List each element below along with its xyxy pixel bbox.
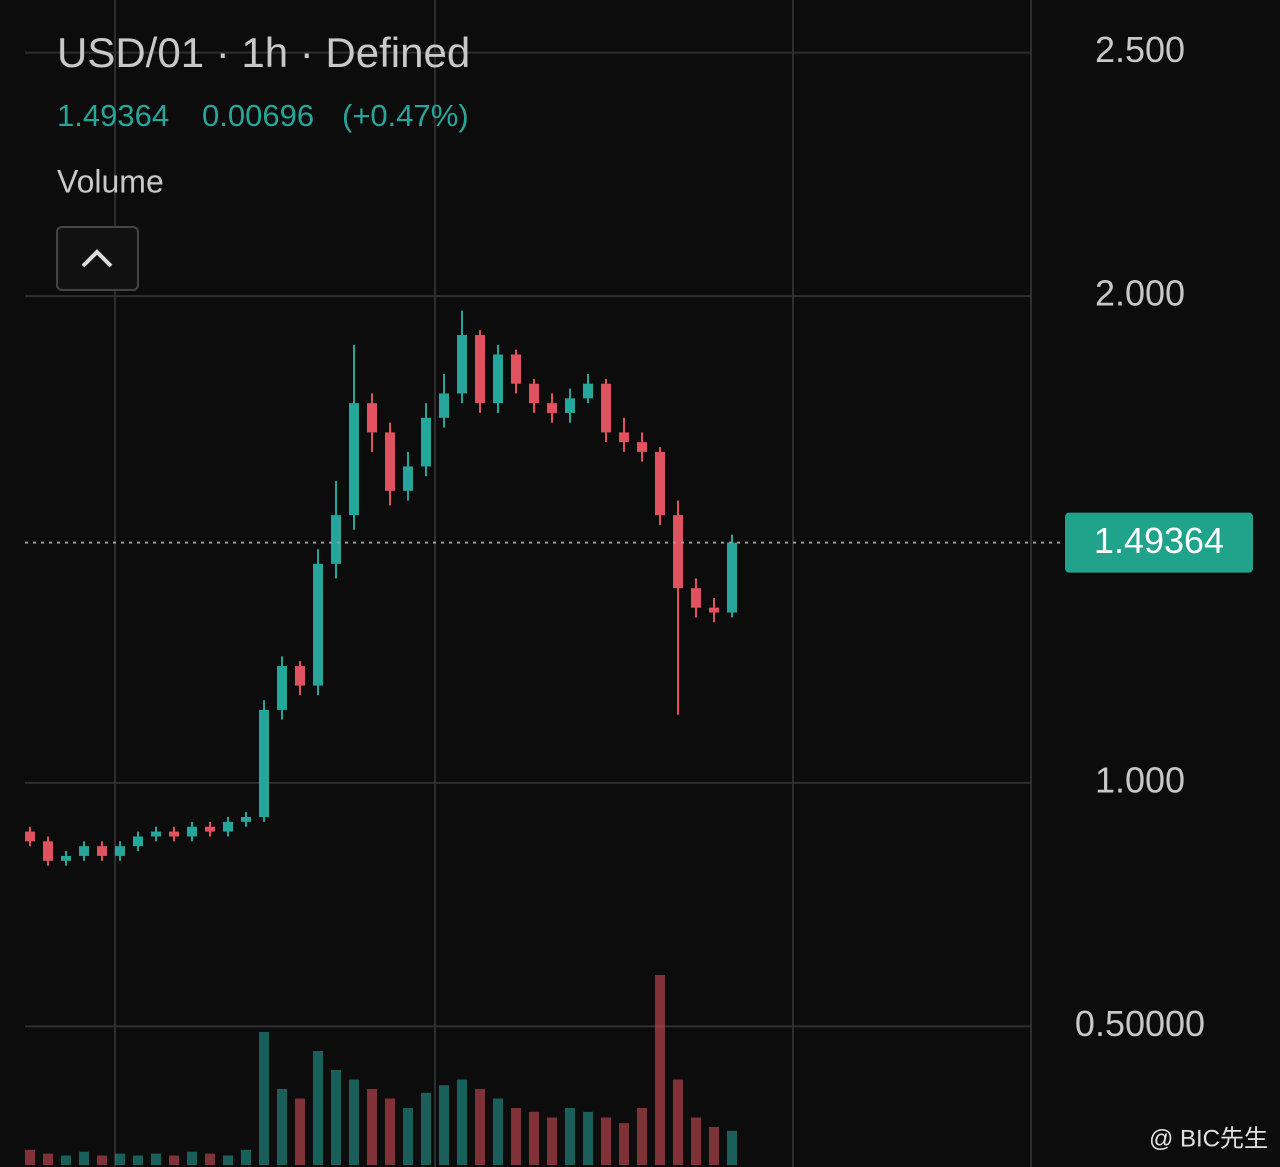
volume-bar bbox=[403, 1108, 413, 1165]
volume-bar bbox=[259, 1032, 269, 1165]
candle-body bbox=[313, 563, 323, 686]
volume-bar bbox=[673, 1079, 683, 1165]
candle-body bbox=[511, 354, 521, 384]
volume-bar bbox=[637, 1108, 647, 1165]
candle-body bbox=[619, 432, 629, 443]
volume-bar bbox=[457, 1079, 467, 1165]
candle-body bbox=[385, 432, 395, 491]
volume-bar bbox=[727, 1130, 737, 1165]
candle-body bbox=[331, 515, 341, 564]
candle-body bbox=[601, 383, 611, 433]
volume-bar bbox=[691, 1117, 701, 1165]
volume-bar bbox=[529, 1111, 539, 1165]
candle-body bbox=[241, 816, 251, 822]
candle-body bbox=[205, 826, 215, 832]
candle-body bbox=[655, 451, 665, 516]
candle-body bbox=[79, 846, 89, 856]
volume-bar bbox=[43, 1153, 53, 1165]
volume-bar bbox=[151, 1153, 161, 1165]
candle-body bbox=[133, 836, 143, 847]
volume-bar bbox=[583, 1111, 593, 1165]
candle-body bbox=[565, 398, 575, 413]
y-tick-label: 1.000 bbox=[1095, 759, 1185, 800]
chevron-up-icon[interactable] bbox=[81, 249, 113, 268]
candle-body bbox=[493, 354, 503, 404]
candle-body bbox=[277, 666, 287, 710]
volume-bar bbox=[133, 1155, 143, 1165]
candle-body bbox=[25, 831, 35, 842]
price-change-percent: (+0.47%) bbox=[342, 98, 469, 133]
volume-bar bbox=[565, 1108, 575, 1165]
candle-body bbox=[727, 542, 737, 613]
watermark: @ BIC先生 bbox=[1149, 1125, 1268, 1152]
volume-bar bbox=[547, 1117, 557, 1165]
last-price: 1.49364 bbox=[57, 98, 169, 133]
y-tick-label: 0.50000 bbox=[1075, 1003, 1205, 1044]
candle-body bbox=[403, 466, 413, 491]
candle-body bbox=[529, 383, 539, 404]
y-tick-label: 2.000 bbox=[1095, 273, 1185, 314]
volume-bar bbox=[79, 1151, 89, 1165]
volume-bar bbox=[115, 1153, 125, 1165]
chart-title: USD/01 · 1h · Defined bbox=[57, 29, 470, 76]
volume-bar bbox=[277, 1089, 287, 1165]
volume-bar bbox=[205, 1153, 215, 1165]
volume-bar bbox=[241, 1149, 251, 1165]
volume-bar bbox=[295, 1098, 305, 1165]
candle-body bbox=[583, 383, 593, 399]
candle-body bbox=[475, 335, 485, 404]
volume-bar bbox=[169, 1155, 179, 1165]
volume-bar bbox=[493, 1098, 503, 1165]
price-change: 0.00696 bbox=[202, 98, 314, 133]
candle-body bbox=[43, 841, 53, 861]
candle-body bbox=[187, 826, 197, 837]
volume-bar bbox=[385, 1098, 395, 1165]
volume-bar bbox=[97, 1155, 107, 1165]
volume-bar bbox=[61, 1155, 71, 1165]
volume-bar bbox=[475, 1089, 485, 1165]
candle-body bbox=[709, 607, 719, 613]
candle-body bbox=[61, 855, 71, 861]
volume-bar bbox=[619, 1123, 629, 1165]
volume-bar bbox=[655, 975, 665, 1165]
volume-bar bbox=[421, 1092, 431, 1165]
candle-body bbox=[547, 403, 557, 413]
candle-body bbox=[637, 442, 647, 452]
candle-body bbox=[259, 709, 269, 817]
grid bbox=[25, 0, 1032, 1167]
candle-body bbox=[349, 403, 359, 516]
candle-body bbox=[169, 831, 179, 837]
volume-bar bbox=[439, 1085, 449, 1165]
volume-bar bbox=[313, 1051, 323, 1165]
candle-body bbox=[97, 846, 107, 856]
candle-body bbox=[367, 403, 377, 433]
volume-label: Volume bbox=[57, 163, 164, 199]
candle-body bbox=[223, 821, 233, 832]
candle-body bbox=[691, 588, 701, 608]
volume-bar bbox=[331, 1070, 341, 1165]
candle-body bbox=[421, 417, 431, 467]
volume-bar bbox=[601, 1117, 611, 1165]
collapse-button[interactable] bbox=[56, 226, 139, 291]
volume-bar bbox=[511, 1108, 521, 1165]
last-price-tag bbox=[1065, 512, 1253, 573]
candle-body bbox=[115, 846, 125, 856]
volume-bar bbox=[187, 1151, 197, 1165]
button-box[interactable] bbox=[56, 226, 139, 291]
volume-bar bbox=[349, 1079, 359, 1165]
candle-body bbox=[457, 335, 467, 394]
volume-bar bbox=[25, 1149, 35, 1165]
y-tick-label: 2.500 bbox=[1095, 29, 1185, 70]
candle-body bbox=[295, 666, 305, 686]
last-price-tag-label: 1.49364 bbox=[1094, 520, 1224, 561]
volume-bar bbox=[367, 1089, 377, 1165]
volume-bar bbox=[223, 1155, 233, 1165]
candle-body bbox=[673, 515, 683, 589]
volume-bar bbox=[709, 1127, 719, 1165]
candle-body bbox=[439, 393, 449, 418]
candle-body bbox=[151, 831, 161, 837]
